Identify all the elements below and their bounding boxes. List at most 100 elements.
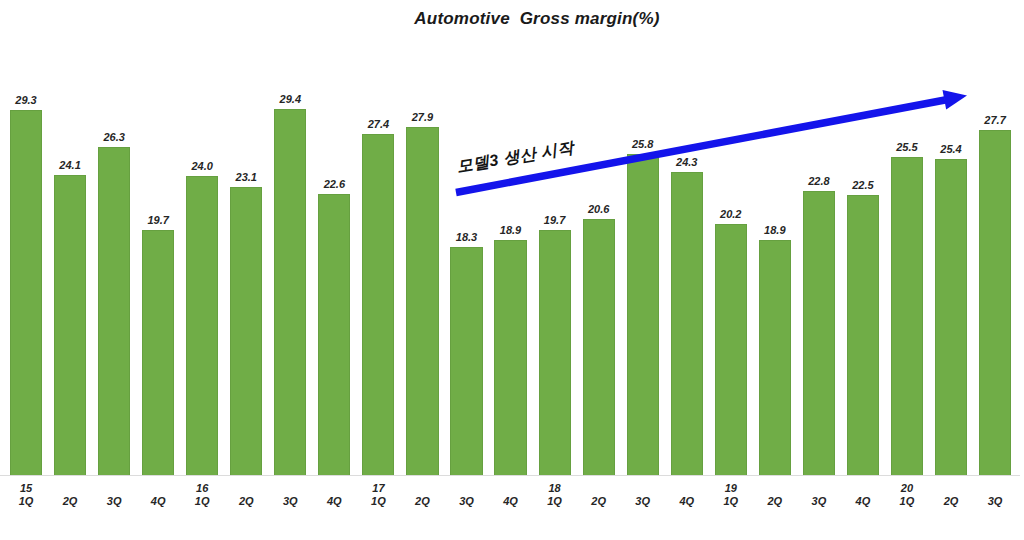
x-tick-year: 15 [4, 482, 48, 495]
bar-16-2Q [230, 187, 262, 476]
bar-17-4Q [494, 240, 526, 476]
x-tick-year [92, 482, 136, 495]
plot-area: 29.324.126.319.724.023.129.422.627.427.9… [4, 60, 1017, 476]
x-tick: 4Q [312, 482, 356, 508]
x-tick-quarter: 3Q [973, 495, 1017, 508]
bar-value-label: 26.3 [103, 131, 124, 143]
x-tick: 3Q [797, 482, 841, 508]
bar-value-label: 22.6 [324, 178, 345, 190]
x-tick-year [621, 482, 665, 495]
x-tick: 3Q [444, 482, 488, 508]
bar-20-1Q [891, 157, 923, 476]
bar-slot: 24.3 [665, 60, 709, 476]
x-tick-year [224, 482, 268, 495]
bar-slot: 27.9 [400, 60, 444, 476]
x-tick: 4Q [136, 482, 180, 508]
bar-16-3Q [274, 109, 306, 476]
x-tick-year [48, 482, 92, 495]
bar-slot: 19.7 [136, 60, 180, 476]
x-tick-year: 19 [709, 482, 753, 495]
x-tick-quarter: 2Q [929, 495, 973, 508]
x-tick-quarter: 3Q [444, 495, 488, 508]
bar-value-label: 25.8 [632, 138, 653, 150]
bar-value-label: 18.9 [500, 224, 521, 236]
bar-17-2Q [406, 127, 438, 476]
bar-slot: 26.3 [92, 60, 136, 476]
bar-slot: 29.4 [268, 60, 312, 476]
bar-value-label: 29.4 [280, 93, 301, 105]
x-tick-quarter: 3Q [268, 495, 312, 508]
bar-18-2Q [583, 219, 615, 476]
x-tick-quarter: 2Q [400, 495, 444, 508]
x-tick: 4Q [489, 482, 533, 508]
x-tick-quarter: 4Q [136, 495, 180, 508]
bar-value-label: 20.2 [720, 208, 741, 220]
x-tick-quarter: 2Q [753, 495, 797, 508]
bar-slot: 18.3 [444, 60, 488, 476]
x-tick: 3Q [973, 482, 1017, 508]
x-axis-line [0, 475, 1020, 476]
bar-slot: 27.4 [356, 60, 400, 476]
x-tick-quarter: 2Q [224, 495, 268, 508]
bar-20-2Q [935, 159, 967, 476]
bar-value-label: 18.3 [456, 231, 477, 243]
bar-18-1Q [539, 230, 571, 476]
x-tick-quarter: 2Q [48, 495, 92, 508]
x-tick-quarter: 1Q [4, 495, 48, 508]
x-tick: 181Q [533, 482, 577, 508]
bar-value-label: 24.1 [59, 159, 80, 171]
x-tick: 2Q [48, 482, 92, 508]
x-tick: 4Q [841, 482, 885, 508]
x-axis-ticks: 151Q2Q3Q4Q161Q2Q3Q4Q171Q2Q3Q4Q181Q2Q3Q4Q… [4, 482, 1017, 508]
x-tick-year [753, 482, 797, 495]
bar-19-3Q [803, 191, 835, 476]
x-tick-year: 18 [533, 482, 577, 495]
x-tick-year [665, 482, 709, 495]
bar-17-1Q [362, 134, 394, 476]
bar-slot: 29.3 [4, 60, 48, 476]
bar-slot: 25.4 [929, 60, 973, 476]
x-tick: 4Q [665, 482, 709, 508]
x-tick: 151Q [4, 482, 48, 508]
x-tick-year [136, 482, 180, 495]
x-tick-year [797, 482, 841, 495]
x-tick-year: 17 [356, 482, 400, 495]
x-tick-quarter: 2Q [577, 495, 621, 508]
x-tick: 2Q [224, 482, 268, 508]
x-tick-quarter: 3Q [797, 495, 841, 508]
x-tick: 191Q [709, 482, 753, 508]
chart-canvas: Automotive Gross margin(%) 29.3 24.1 26.3 1… [0, 0, 1024, 540]
x-tick: 171Q [356, 482, 400, 508]
x-tick-quarter: 4Q [665, 495, 709, 508]
bar-value-label: 22.8 [808, 175, 829, 187]
x-tick-quarter: 4Q [312, 495, 356, 508]
x-tick-year [489, 482, 533, 495]
x-tick-quarter: 3Q [621, 495, 665, 508]
x-tick: 3Q [621, 482, 665, 508]
bar-17-3Q [450, 247, 482, 476]
x-tick-quarter: 1Q [885, 495, 929, 508]
x-tick-quarter: 1Q [709, 495, 753, 508]
x-tick: 2Q [929, 482, 973, 508]
bar-slot: 22.5 [841, 60, 885, 476]
x-tick-year: 16 [180, 482, 224, 495]
bar-15-2Q [54, 175, 86, 476]
x-tick-year: 20 [885, 482, 929, 495]
bar-slot: 18.9 [753, 60, 797, 476]
chart-title: Automotive Gross margin(%) [25, 9, 1024, 29]
bar-value-label: 18.9 [764, 224, 785, 236]
bar-slot: 20.2 [709, 60, 753, 476]
bar-value-label: 29.3 [15, 94, 36, 106]
x-tick-year [973, 482, 1017, 495]
bar-value-label: 25.4 [940, 143, 961, 155]
x-tick-year [268, 482, 312, 495]
bar-15-4Q [142, 230, 174, 476]
bar-slot: 19.7 [533, 60, 577, 476]
x-tick: 3Q [92, 482, 136, 508]
x-tick: 2Q [577, 482, 621, 508]
bar-value-label: 27.9 [412, 111, 433, 123]
bar-19-1Q [715, 224, 747, 476]
bar-value-label: 25.5 [896, 141, 917, 153]
bar-15-1Q [10, 110, 42, 476]
bar-slot: 23.1 [224, 60, 268, 476]
